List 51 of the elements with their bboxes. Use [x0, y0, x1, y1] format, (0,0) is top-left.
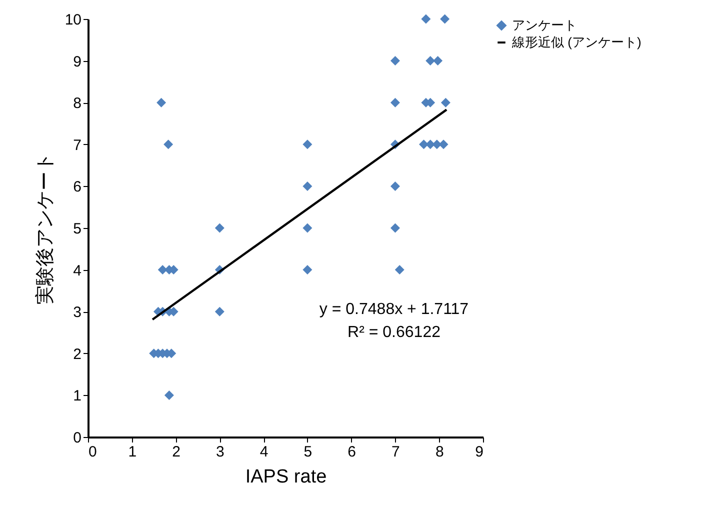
y-tick-label: 4	[73, 262, 82, 280]
y-axis-title: 実験後アンケート	[34, 152, 56, 304]
y-tick-label: 7	[73, 136, 82, 154]
point	[426, 140, 436, 150]
y-tick-label: 2	[73, 346, 82, 363]
y-tick-label: 6	[73, 178, 82, 196]
y-tick-label: 1	[73, 388, 82, 405]
x-tick-label: 5	[304, 444, 312, 460]
point	[390, 181, 400, 191]
x-tick-label: 2	[172, 444, 180, 460]
point	[214, 306, 224, 316]
point	[426, 56, 436, 66]
y-tick-label: 0	[73, 430, 82, 446]
point	[390, 223, 400, 233]
point	[440, 98, 450, 108]
legend-label: 線形近似 (アンケート)	[511, 34, 642, 50]
point	[421, 14, 431, 24]
point	[419, 140, 428, 150]
x-tick-label: 1	[128, 444, 137, 460]
y-tick-label: 3	[73, 304, 82, 322]
point	[394, 265, 404, 275]
annotation: R² = 0.66122	[348, 324, 441, 341]
x-tick-label: 7	[392, 444, 400, 460]
x-tick-label: 6	[348, 444, 356, 460]
y-tick-label: 10	[64, 12, 82, 28]
annotation: y = 0.7488x + 1.7117	[319, 301, 469, 318]
legend-label: アンケート	[512, 18, 577, 32]
point	[302, 181, 312, 191]
x-tick-label: 4	[260, 444, 268, 460]
point	[302, 140, 312, 150]
x-tick-label: 8	[435, 444, 444, 460]
point	[214, 223, 224, 233]
point	[164, 140, 174, 150]
point	[433, 56, 443, 66]
x-tick-label: 0	[88, 444, 97, 460]
point	[302, 265, 312, 275]
x-tick-label: 9	[475, 444, 484, 460]
y-tick-label: 8	[73, 95, 82, 112]
point	[432, 140, 442, 150]
point	[440, 14, 450, 24]
point	[302, 223, 312, 233]
point	[156, 98, 166, 108]
point	[390, 98, 400, 108]
point	[438, 140, 448, 150]
y-tick-label: 9	[73, 53, 82, 70]
point	[164, 390, 174, 400]
y-tick-label: 5	[73, 220, 82, 238]
x-tick-label: 3	[216, 444, 224, 460]
x-axis-title: IAPS rate	[245, 466, 327, 488]
point	[158, 265, 168, 275]
point	[390, 56, 400, 66]
